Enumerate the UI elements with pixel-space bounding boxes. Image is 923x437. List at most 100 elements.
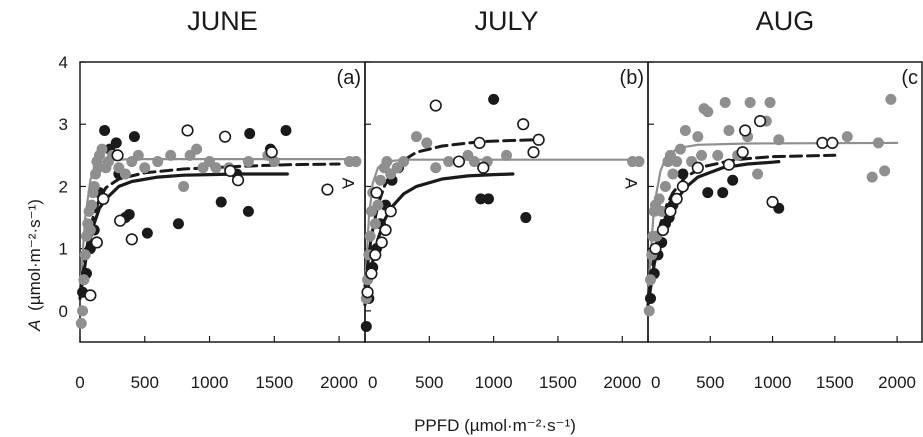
data-point-gray xyxy=(372,199,384,211)
fit-curve-filled-black xyxy=(363,172,515,307)
data-point-open xyxy=(429,99,442,112)
data-point-gray xyxy=(88,180,100,192)
data-point-open xyxy=(231,174,245,187)
data-point-open xyxy=(739,124,752,137)
x-tick-label: 500 xyxy=(131,373,159,392)
data-point-gray xyxy=(139,162,151,174)
data-point-gray xyxy=(79,249,91,261)
data-point-open xyxy=(477,161,490,174)
fit-curve-gray xyxy=(363,158,643,288)
data-point-gray xyxy=(84,224,96,236)
data-point-filled-black xyxy=(172,218,184,230)
data-point-open xyxy=(691,161,704,174)
data-point-open xyxy=(114,214,127,227)
data-point-filled-black xyxy=(475,193,487,205)
data-point-open xyxy=(224,164,237,177)
x-tick-label: 500 xyxy=(696,373,724,392)
data-point-open xyxy=(676,180,689,193)
data-point-gray xyxy=(712,149,724,161)
data-point-open xyxy=(826,136,839,149)
data-point-gray xyxy=(410,131,422,143)
x-axis-label: PPFD (µmol·m⁻²·s⁻¹) xyxy=(414,416,576,435)
data-point-open xyxy=(97,192,110,205)
data-point-gray xyxy=(165,149,177,161)
data-point-filled-black xyxy=(99,124,111,136)
panel-label: (b) xyxy=(620,67,644,89)
data-point-gray xyxy=(674,143,686,155)
panel-aug: AUG (c 0 500 1000 1500 2000 xyxy=(643,6,923,392)
data-point-gray xyxy=(744,96,756,108)
data-point-gray xyxy=(374,174,386,186)
data-point-filled-black xyxy=(242,205,254,217)
data-point-open xyxy=(473,136,486,149)
data-point-open xyxy=(125,233,138,246)
data-point-filled-black xyxy=(110,137,122,149)
data-point-gray xyxy=(866,171,878,183)
data-point-open xyxy=(370,186,383,199)
data-point-gray xyxy=(752,168,764,180)
data-point-filled-black xyxy=(128,131,140,143)
data-point-gray xyxy=(92,162,104,174)
data-point-gray xyxy=(501,149,512,161)
data-point-gray xyxy=(152,156,164,168)
data-point-gray xyxy=(86,199,98,211)
data-point-gray xyxy=(119,168,131,180)
data-point-filled-black xyxy=(702,187,714,199)
data-point-gray xyxy=(77,305,89,317)
fit-curve-open xyxy=(78,162,341,297)
data-point-gray xyxy=(350,156,362,168)
data-point-gray xyxy=(885,93,897,105)
side-marker: A xyxy=(338,178,357,190)
y-tick-label: 1 xyxy=(59,240,68,259)
x-tick-label: 0 xyxy=(651,373,660,392)
data-point-gray xyxy=(210,162,222,174)
data-point-gray xyxy=(421,137,433,149)
data-point-open xyxy=(111,149,124,162)
data-point-gray xyxy=(443,156,455,168)
data-point-filled-black xyxy=(717,187,729,199)
side-marker: A xyxy=(621,178,640,190)
data-point-gray xyxy=(468,156,480,168)
data-point-gray xyxy=(78,274,90,286)
data-point-open xyxy=(649,242,662,255)
data-point-gray xyxy=(723,124,735,136)
data-point-gray xyxy=(75,317,87,329)
panel-title: JUNE xyxy=(187,6,258,36)
data-point-filled-black xyxy=(482,193,494,205)
data-point-gray xyxy=(364,230,376,242)
data-point-gray xyxy=(656,205,668,217)
data-point-filled-black xyxy=(488,93,500,105)
data-point-open xyxy=(816,136,829,149)
data-point-gray xyxy=(773,134,785,146)
data-point-gray xyxy=(643,305,655,317)
data-point-open xyxy=(181,124,194,137)
data-point-gray xyxy=(692,131,704,143)
y-axis-label-symbol: A xyxy=(25,320,44,332)
panels: JUNE (a) 0 500 1000 1500 2000 0 1 2 3 4 A JULY (b) 0 500… xyxy=(59,6,923,392)
y-tick-label: 2 xyxy=(59,177,68,196)
data-point-open xyxy=(722,158,736,171)
data-point-open xyxy=(218,130,232,143)
data-point-filled-black xyxy=(644,292,656,304)
fit-curve-filled-black xyxy=(78,172,289,300)
data-point-gray xyxy=(702,106,714,118)
data-point-gray xyxy=(430,162,442,174)
data-point-gray xyxy=(671,156,683,168)
data-point-open xyxy=(90,236,103,249)
data-point-gray xyxy=(653,193,665,205)
data-point-gray xyxy=(191,143,203,155)
data-point-open xyxy=(766,195,779,209)
panel-title: JULY xyxy=(474,6,538,36)
data-point-open xyxy=(736,146,749,159)
data-point-gray xyxy=(841,131,853,143)
data-point-gray xyxy=(96,143,108,155)
data-point-filled-black xyxy=(677,168,689,180)
y-axis-label: A (µmol·m⁻²·s⁻¹) xyxy=(25,199,44,332)
data-point-open xyxy=(527,146,540,159)
data-point-gray xyxy=(644,274,656,286)
data-point-filled-black xyxy=(244,128,256,140)
data-point-open xyxy=(265,146,278,159)
x-tick-label: 0 xyxy=(368,373,377,392)
y-tick-label: 3 xyxy=(59,115,68,134)
